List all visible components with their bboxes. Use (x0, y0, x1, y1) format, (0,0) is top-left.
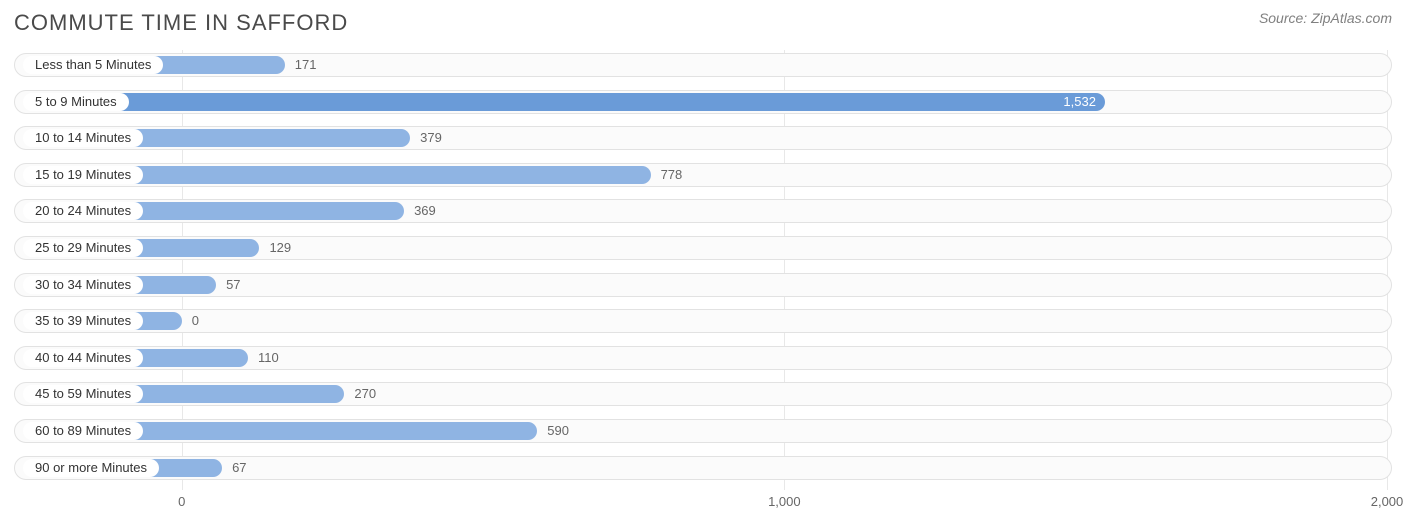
bar-row: 10 to 14 Minutes 379 (14, 123, 1392, 153)
value-label: 379 (420, 129, 442, 147)
bar-track (14, 309, 1392, 333)
category-pill: 25 to 29 Minutes (23, 239, 143, 257)
value-label: 171 (295, 56, 317, 74)
value-label: 1,532 (1063, 93, 1096, 111)
value-label: 57 (226, 276, 240, 294)
category-pill: 15 to 19 Minutes (23, 166, 143, 184)
bar-row: 60 to 89 Minutes 590 (14, 416, 1392, 446)
category-pill: 30 to 34 Minutes (23, 276, 143, 294)
bar-row: 5 to 9 Minutes 1,532 (14, 87, 1392, 117)
category-pill: 45 to 59 Minutes (23, 385, 143, 403)
category-pill: 90 or more Minutes (23, 459, 159, 477)
value-label: 778 (661, 166, 683, 184)
bar-row: 40 to 44 Minutes 110 (14, 343, 1392, 373)
bar-row: 20 to 24 Minutes 369 (14, 196, 1392, 226)
category-pill: 10 to 14 Minutes (23, 129, 143, 147)
value-label: 369 (414, 202, 436, 220)
x-axis: 01,0002,000 (14, 490, 1392, 520)
category-pill: 20 to 24 Minutes (23, 202, 143, 220)
category-pill: 5 to 9 Minutes (23, 93, 129, 111)
value-label: 270 (354, 385, 376, 403)
bar-row: 25 to 29 Minutes 129 (14, 233, 1392, 263)
chart-plot-area: Less than 5 Minutes 171 5 to 9 Minutes 1,53… (14, 50, 1392, 490)
bar-track (14, 273, 1392, 297)
value-label: 67 (232, 459, 246, 477)
bar-row: 90 or more Minutes 67 (14, 453, 1392, 483)
category-pill: 40 to 44 Minutes (23, 349, 143, 367)
value-label: 110 (258, 349, 279, 367)
bar-row: Less than 5 Minutes 171 (14, 50, 1392, 80)
chart-title: COMMUTE TIME IN SAFFORD (14, 10, 348, 36)
x-tick-label: 0 (178, 494, 185, 509)
bar-row: 35 to 39 Minutes 0 (14, 306, 1392, 336)
bar (28, 93, 1105, 111)
value-label: 129 (269, 239, 291, 257)
category-pill: 35 to 39 Minutes (23, 312, 143, 330)
x-tick-label: 1,000 (768, 494, 801, 509)
value-label: 590 (547, 422, 569, 440)
bar-row: 30 to 34 Minutes 57 (14, 270, 1392, 300)
chart-header: COMMUTE TIME IN SAFFORD Source: ZipAtlas… (14, 10, 1392, 44)
value-label: 0 (192, 312, 199, 330)
category-pill: 60 to 89 Minutes (23, 422, 143, 440)
bar-row: 15 to 19 Minutes 778 (14, 160, 1392, 190)
chart-source: Source: ZipAtlas.com (1259, 10, 1392, 26)
bar-row: 45 to 59 Minutes 270 (14, 379, 1392, 409)
chart-container: COMMUTE TIME IN SAFFORD Source: ZipAtlas… (0, 0, 1406, 524)
x-tick-label: 2,000 (1371, 494, 1404, 509)
category-pill: Less than 5 Minutes (23, 56, 163, 74)
